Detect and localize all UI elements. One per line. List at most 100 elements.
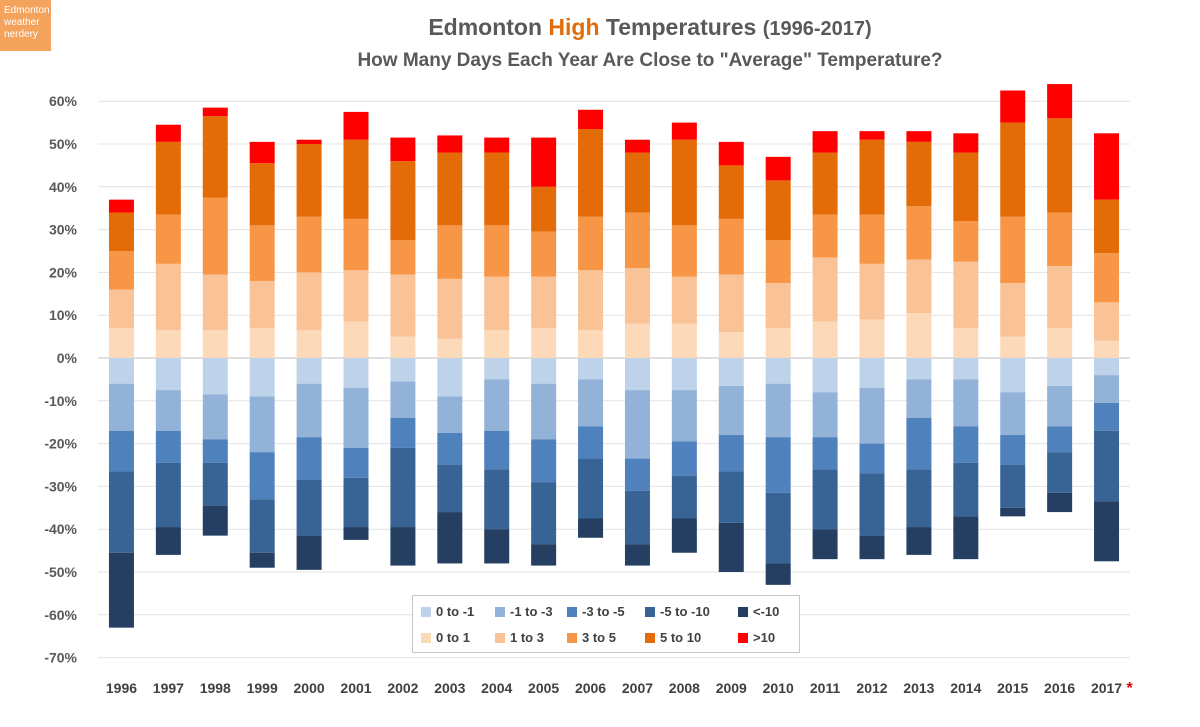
x-tick-label: 2017 [1091, 680, 1122, 696]
y-tick-label: 0% [57, 350, 78, 366]
bar-segment [484, 358, 510, 380]
bar-segment [531, 186, 557, 232]
bar-segment [1094, 375, 1120, 403]
bar-segment [484, 529, 510, 564]
bar-segment [202, 116, 228, 198]
bar-segment [296, 144, 322, 217]
bar-segment [390, 336, 416, 358]
bar-segment [624, 358, 650, 391]
bar-segment [812, 358, 838, 393]
x-tick-label: 1996 [106, 680, 137, 696]
bar-segment [624, 390, 650, 459]
bars [108, 84, 1120, 628]
y-tick-labels: 60% 50% 40% 30% 20% 10% 0% -10% -20% -30% -40% -50%… [44, 93, 77, 665]
y-tick-label: -60% [44, 607, 77, 623]
bar-segment [718, 435, 744, 472]
y-tick-label: -20% [44, 436, 77, 452]
bar-segment [812, 152, 838, 215]
bar-segment [1047, 118, 1073, 213]
bar-segment [531, 383, 557, 440]
bar-segment [1000, 507, 1026, 517]
bar-segment [484, 469, 510, 530]
bar-segment [202, 330, 228, 358]
bar-segment [718, 165, 744, 219]
bar-segment [108, 328, 134, 358]
bar-segment [671, 276, 697, 324]
bar-segment [108, 383, 134, 431]
bar-segment [155, 462, 181, 528]
bar-segment [1000, 465, 1026, 508]
bar-segment [1000, 336, 1026, 358]
bar-segment [765, 240, 791, 284]
legend-swatch [421, 607, 431, 617]
bar-segment [624, 323, 650, 358]
bar-segment [1094, 199, 1120, 254]
bar-segment [578, 129, 604, 217]
bar-segment [1000, 122, 1026, 217]
bar-segment [1094, 358, 1120, 376]
bar-segment [718, 385, 744, 436]
x-tick-label: 2001 [340, 680, 371, 696]
bar-segment [249, 280, 275, 329]
bar-segment [859, 443, 885, 474]
bar-segment [531, 482, 557, 545]
bar-segment [906, 527, 932, 555]
y-tick-label: -10% [44, 393, 77, 409]
legend-swatch [495, 607, 505, 617]
bar-segment [343, 139, 369, 219]
bar-segment [1047, 212, 1073, 266]
bar-segment [859, 358, 885, 388]
bar-segment [578, 426, 604, 459]
bar-segment [765, 328, 791, 358]
bar-segment [578, 458, 604, 519]
legend-label: 5 to 10 [660, 630, 702, 645]
y-tick-label: 20% [49, 264, 78, 280]
legend-swatch [421, 633, 431, 643]
bar-segment [155, 358, 181, 391]
x-tick-label: 2011 [810, 680, 841, 696]
bar-segment [1094, 501, 1120, 562]
bar-segment [202, 439, 228, 463]
legend-swatch [645, 633, 655, 643]
bar-segment [718, 141, 744, 166]
bar-segment [108, 199, 134, 213]
bar-segment [906, 206, 932, 260]
bar-segment [390, 381, 416, 418]
bar-segment [108, 289, 134, 329]
legend-swatch [738, 607, 748, 617]
bar-segment [718, 332, 744, 358]
chart-title: Edmonton High Temperatures (1996-2017) [0, 14, 1200, 41]
bar-segment [859, 387, 885, 444]
bar-segment [531, 276, 557, 329]
bar-segment [108, 471, 134, 553]
x-tick-label: 1998 [200, 680, 231, 696]
bar-segment [296, 383, 322, 438]
bar-segment [859, 473, 885, 536]
bar-segment [671, 358, 697, 391]
bar-segment [390, 447, 416, 528]
bar-segment [249, 358, 275, 397]
logo-line-2: weather [4, 17, 40, 28]
legend-item: 1 to 3 [495, 630, 544, 645]
bar-segment [624, 139, 650, 153]
x-tick-label: 1999 [247, 680, 278, 696]
legend-item: -3 to -5 [567, 604, 625, 619]
y-tick-label: 40% [49, 179, 78, 195]
bar-segment [108, 212, 134, 251]
logo-badge: Edmonton weather nerdery [0, 0, 51, 51]
bar-segment [437, 152, 463, 226]
bar-segment [1047, 328, 1073, 358]
bar-segment [1000, 435, 1026, 465]
bar-segment [671, 225, 697, 277]
title-part-2: Temperatures [599, 14, 763, 40]
x-tick-label: 2015 [997, 680, 1028, 696]
bar-segment [484, 137, 510, 153]
legend-item: -1 to -3 [495, 604, 553, 619]
bar-segment [155, 141, 181, 215]
bar-segment [953, 152, 979, 222]
bar-segment [859, 131, 885, 140]
bar-segment [765, 437, 791, 493]
bar-segment [906, 358, 932, 380]
legend-label: <-10 [753, 604, 780, 619]
